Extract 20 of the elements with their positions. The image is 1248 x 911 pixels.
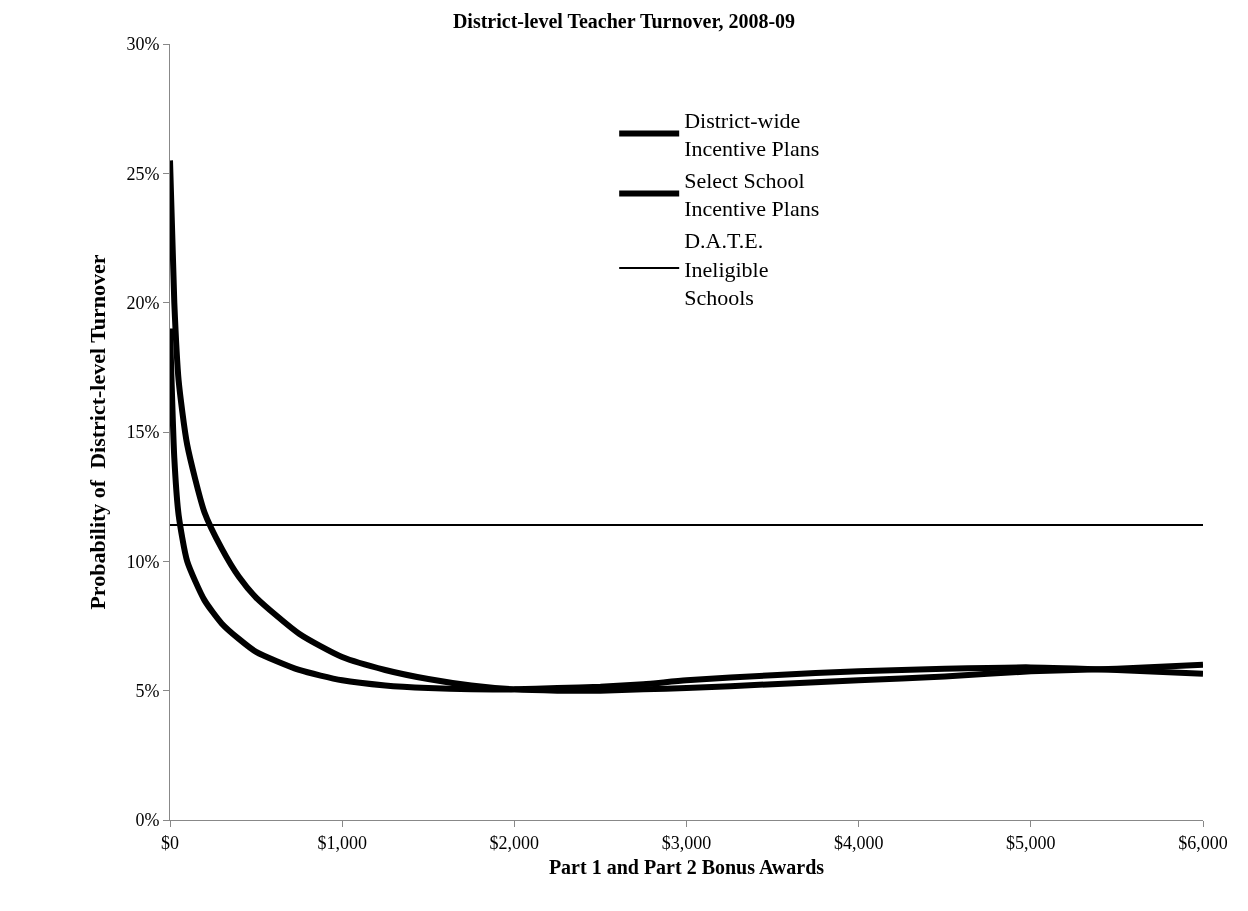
- x-tick-label: $5,000: [1006, 832, 1056, 853]
- x-tick-label: $0: [161, 832, 179, 853]
- x-tick-label: $6,000: [1178, 832, 1228, 853]
- y-tick-label: 5%: [135, 680, 160, 701]
- x-tick-label: $2,000: [489, 832, 540, 853]
- x-tick-label: $4,000: [833, 832, 884, 853]
- y-tick-label: 15%: [126, 422, 160, 443]
- x-tick-label: $3,000: [661, 832, 712, 853]
- x-axis-title: Part 1 and Part 2 Bonus Awards: [548, 856, 825, 879]
- chart-title: District-level Teacher Turnover, 2008-09: [452, 9, 796, 32]
- y-tick-label: 0%: [135, 810, 160, 831]
- y-tick-label: 25%: [126, 163, 160, 184]
- y-axis-title: Probability of District-level Turnover: [85, 254, 111, 610]
- legend-label: District-wide Incentive Plans: [684, 107, 820, 162]
- x-tick-label: $1,000: [317, 832, 367, 853]
- legend-label: Select School Incentive Plans: [684, 167, 820, 222]
- y-tick-label: 30%: [126, 34, 160, 55]
- legend-label: D.A.T.E. Ineligible Schools: [684, 228, 769, 311]
- y-tick-label: 20%: [126, 292, 160, 313]
- y-tick-label: 10%: [126, 551, 160, 572]
